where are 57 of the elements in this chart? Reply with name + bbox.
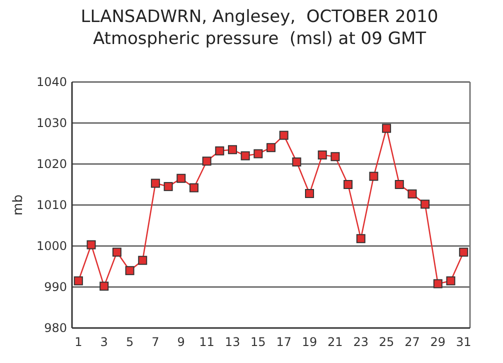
chart-subtitle: Atmospheric pressure (msl) at 09 GMT: [92, 29, 427, 49]
point: [292, 157, 302, 166]
x-tick-label: 1: [74, 335, 82, 349]
point: [202, 156, 212, 166]
y-tick-label: 980: [44, 321, 67, 336]
point: [433, 279, 442, 288]
point: [408, 189, 417, 198]
x-tick-label: 25: [378, 335, 394, 349]
point: [228, 145, 237, 154]
point: [138, 256, 148, 265]
point: [330, 152, 340, 162]
point: [164, 182, 173, 192]
point: [459, 248, 468, 257]
point: [356, 234, 366, 244]
x-tick-label: 19: [302, 335, 318, 349]
x-tick-label: 15: [250, 335, 266, 349]
point: [279, 130, 288, 140]
x-tick-label: 9: [177, 335, 185, 349]
point: [125, 266, 134, 276]
point: [215, 146, 224, 156]
point: [86, 240, 96, 250]
x-tick-label: 7: [152, 335, 160, 349]
y-tick-label: 1030: [36, 116, 67, 130]
point: [394, 180, 404, 189]
point: [382, 124, 392, 133]
point: [344, 180, 353, 189]
chart-title: LLANSADWRN, Anglesey, OCTOBER 2010: [80, 7, 438, 27]
point: [420, 200, 430, 209]
x-tick-label: 21: [328, 335, 343, 349]
point: [240, 151, 250, 160]
point: [176, 174, 186, 183]
x-tick-label: 31: [456, 335, 472, 349]
x-tick-label: 29: [430, 335, 446, 349]
y-tick-label: 1040: [36, 75, 67, 90]
point: [100, 282, 109, 291]
y-tick-label: 1020: [36, 157, 67, 172]
point: [266, 143, 276, 152]
x-tick-label: 5: [126, 335, 134, 349]
point: [150, 178, 160, 188]
y-axis-title: mb: [11, 194, 26, 216]
point: [189, 183, 198, 192]
x-tick-label: 27: [404, 335, 420, 349]
point: [446, 276, 456, 286]
x-tick-label: 11: [199, 335, 214, 349]
point: [305, 189, 314, 198]
y-tick-label: 1010: [36, 198, 67, 212]
y-tick-label: 1000: [36, 239, 67, 254]
point: [74, 276, 83, 286]
x-tick-label: 13: [224, 335, 240, 349]
point: [254, 149, 263, 158]
point: [369, 172, 378, 181]
y-tick-label: 990: [44, 280, 67, 294]
x-tick-label: 23: [353, 335, 369, 349]
x-tick-label: 17: [276, 335, 292, 349]
point: [112, 248, 122, 257]
x-tick-label: 3: [100, 335, 108, 349]
point: [318, 150, 327, 160]
